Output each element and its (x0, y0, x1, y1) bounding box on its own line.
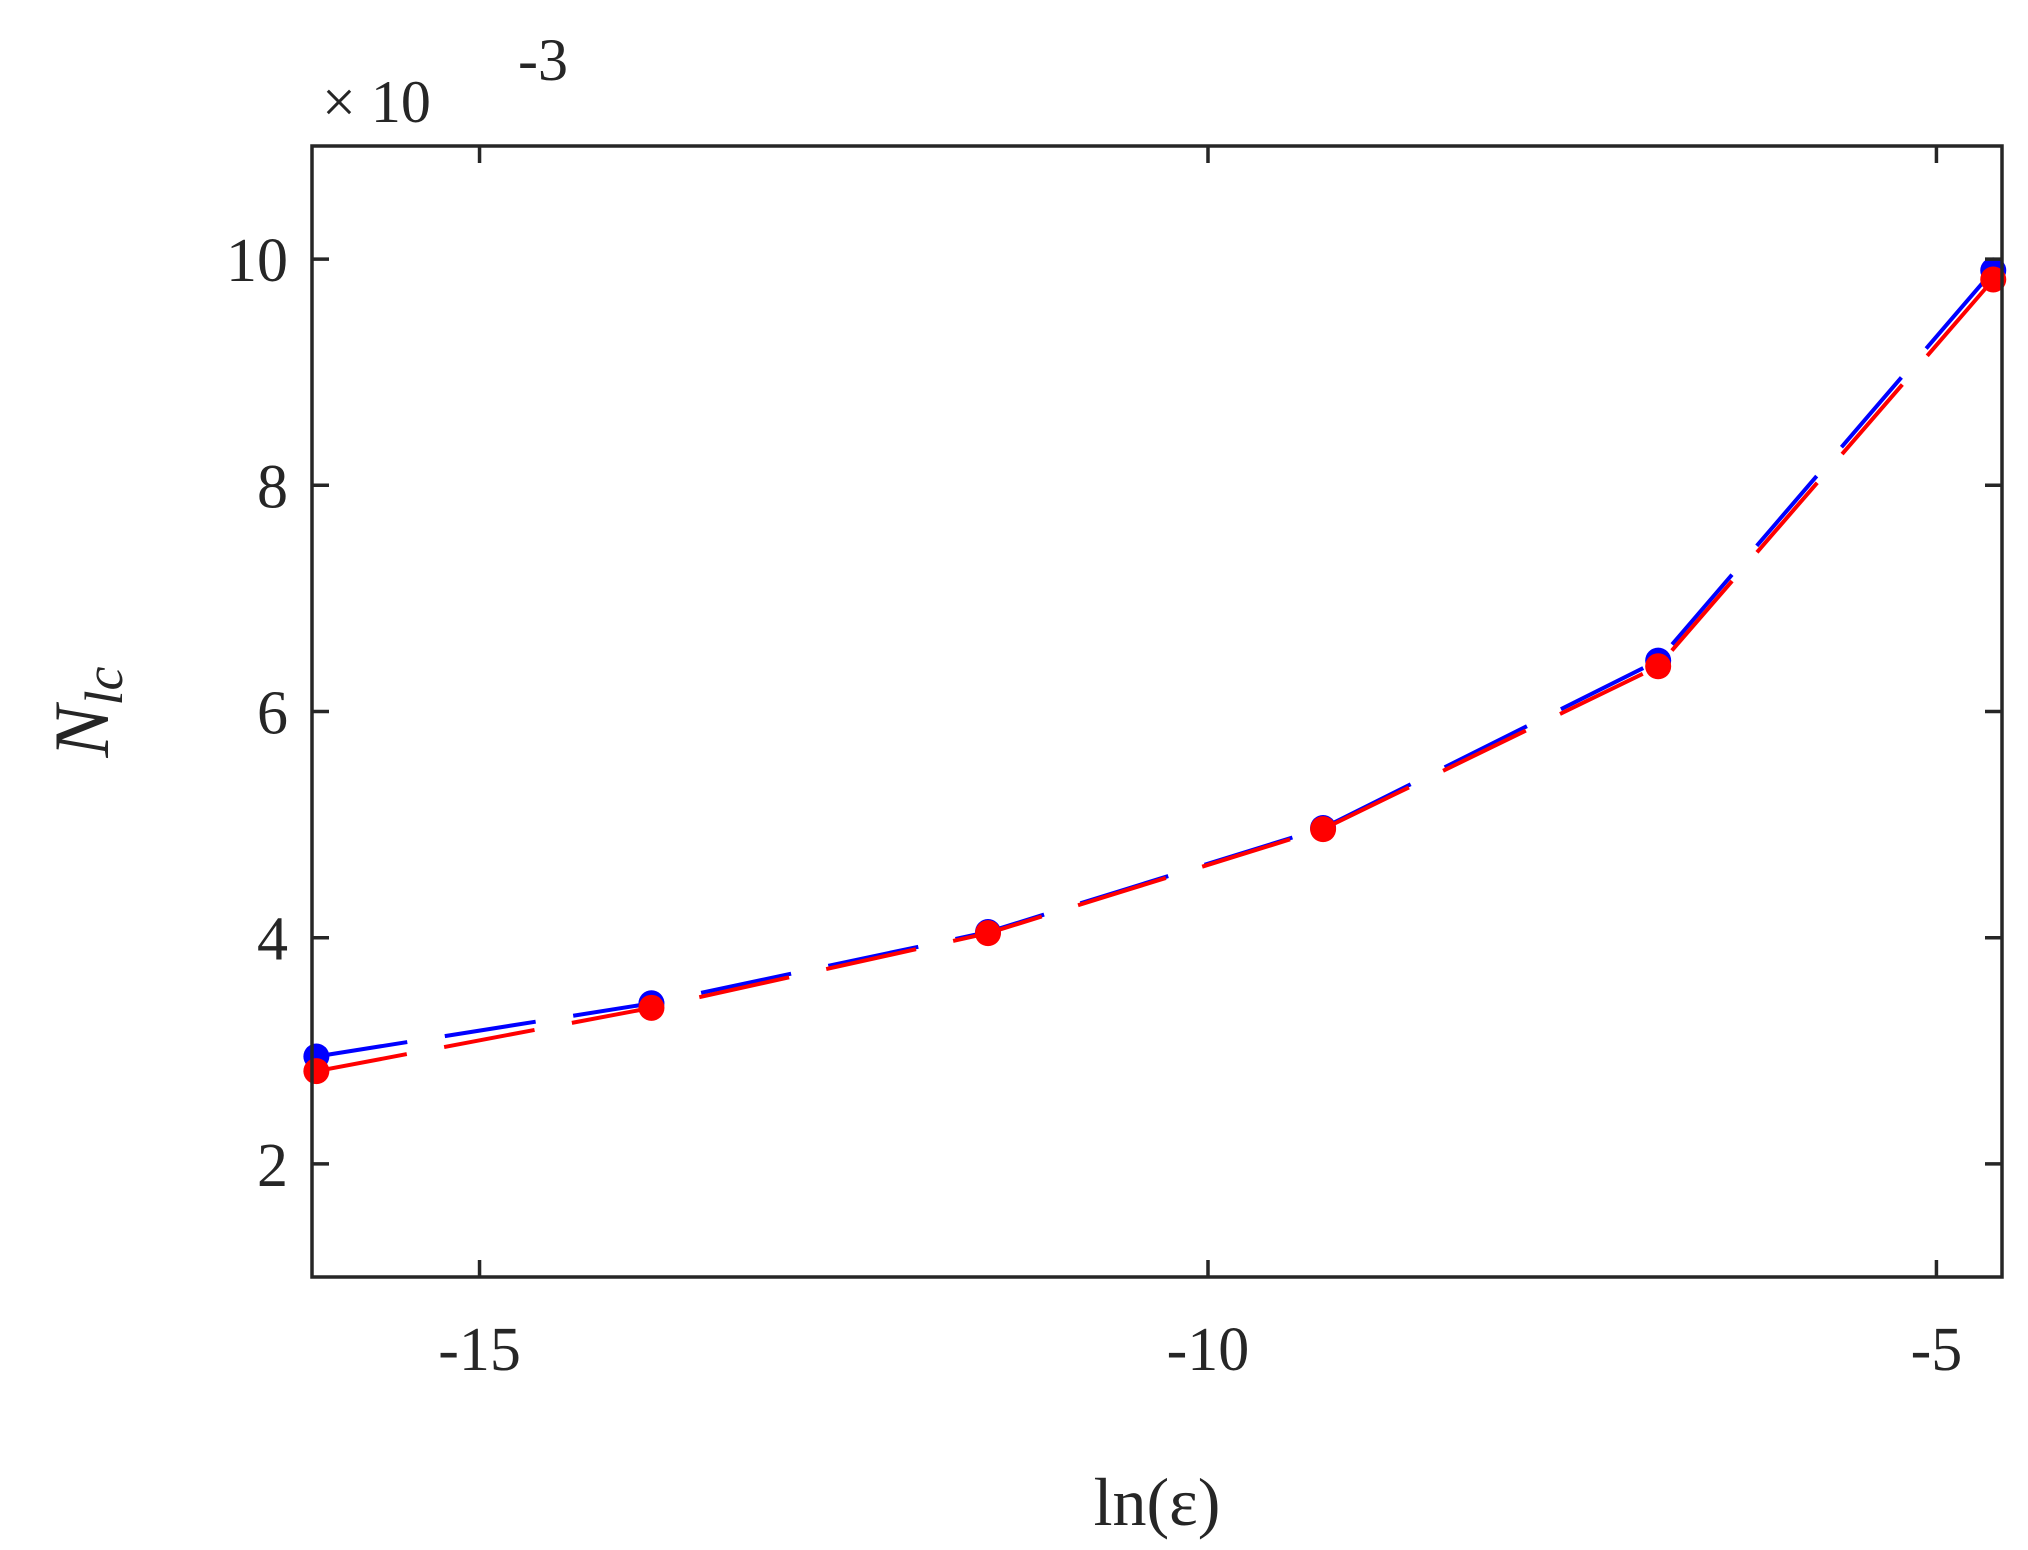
series-2-point (975, 920, 1001, 947)
y-axis-label-main: N (38, 702, 125, 759)
series-2-point (1310, 816, 1337, 843)
y-tick-label: 4 (257, 906, 288, 974)
x-axis-label: ln(ε) (1094, 1464, 1221, 1540)
series-2-point (303, 1058, 330, 1085)
y-tick-label: 8 (257, 453, 288, 521)
series-line-2 (316, 278, 1995, 1074)
x-tick-label: -15 (438, 1316, 521, 1384)
svg-text:Nlc: Nlc (38, 666, 134, 758)
plot-area (312, 146, 2002, 1277)
x-tick-label: -5 (1911, 1316, 1963, 1384)
series-2-point (638, 994, 665, 1021)
y-axis-label: Nlc (38, 666, 134, 758)
y-exponent-label: × 10 (322, 69, 431, 135)
series-2-point (1645, 653, 1672, 680)
series-2-point (1980, 266, 2007, 293)
y-tick-label: 2 (257, 1132, 288, 1200)
y-axis-label-sub: lc (74, 666, 134, 705)
y-exponent-power: -3 (518, 27, 568, 93)
y-tick-label: 10 (226, 227, 288, 295)
ticks-layer: -15 -10 -5 2 4 6 8 10 (226, 146, 2002, 1384)
x-tick-label: -10 (1167, 1316, 1250, 1384)
series-layer (303, 257, 2007, 1085)
y-tick-label: 6 (257, 680, 288, 748)
